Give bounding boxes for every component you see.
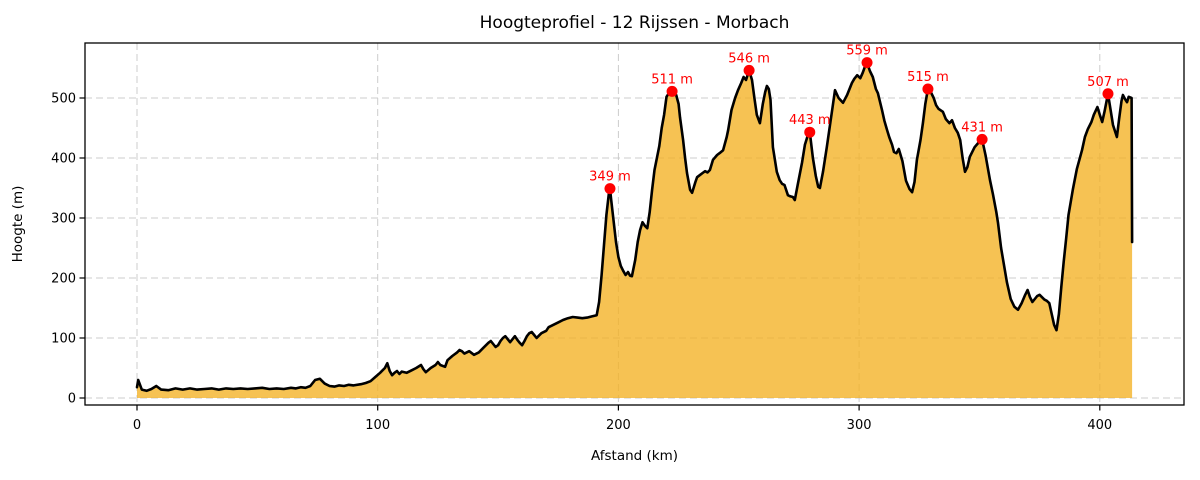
peak-label: 507 m xyxy=(1087,75,1129,90)
peak-label: 431 m xyxy=(961,120,1003,135)
x-tick-label: 200 xyxy=(606,418,631,433)
plot-frame xyxy=(84,42,1185,406)
elevation-line xyxy=(135,61,1134,393)
elevation-area xyxy=(137,62,1133,398)
peak-label: 559 m xyxy=(846,44,888,59)
x-axis-label: Afstand (km) xyxy=(591,448,678,464)
plot-area: 0 100 200 300 400 0 100 200 300 400 500 349 m 511 m 5… xyxy=(51,42,1185,433)
x-tick-label: 100 xyxy=(365,418,390,433)
y-tick-label: 100 xyxy=(51,332,76,347)
peak-label: 515 m xyxy=(907,70,949,85)
peak-marker xyxy=(604,183,616,195)
x-tick-label: 300 xyxy=(847,418,872,433)
peak-marker xyxy=(976,133,988,145)
y-tick-label: 500 xyxy=(51,92,76,107)
peak-label: 511 m xyxy=(651,72,693,87)
peak-label: 443 m xyxy=(789,113,831,128)
y-axis-label: Hoogte (m) xyxy=(10,186,26,263)
peak-label: 546 m xyxy=(728,51,770,66)
peak-label: 349 m xyxy=(589,170,631,185)
peak-marker xyxy=(922,83,934,95)
chart-title: Hoogteprofiel - 12 Rijssen - Morbach xyxy=(480,13,790,33)
peak-marker xyxy=(743,64,755,76)
y-tick-label: 400 xyxy=(51,152,76,167)
y-tick-label: 200 xyxy=(51,272,76,287)
peak-marker xyxy=(804,126,816,138)
peak-marker xyxy=(861,57,873,69)
y-tick-label: 0 xyxy=(68,392,76,407)
y-tick-label: 300 xyxy=(51,212,76,227)
x-tick-label: 400 xyxy=(1087,418,1112,433)
x-tick-label: 0 xyxy=(133,418,141,433)
peak-marker xyxy=(1102,88,1114,100)
peak-marker xyxy=(666,85,678,97)
